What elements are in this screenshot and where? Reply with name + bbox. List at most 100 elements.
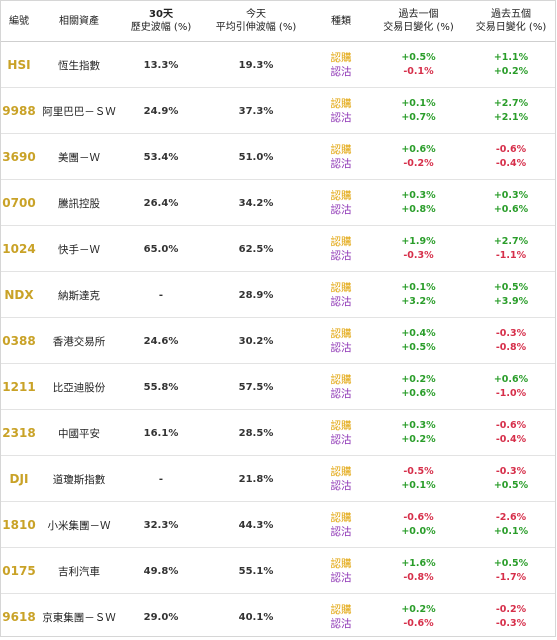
bear-label: 認沽 bbox=[330, 572, 352, 584]
bull-1d-change: -0.6% bbox=[403, 512, 434, 523]
row-code-cell: 9988 bbox=[1, 88, 37, 134]
asset-code[interactable]: 3690 bbox=[2, 150, 36, 164]
row-type-cell: 認購 認沽 bbox=[311, 410, 371, 456]
row-5d-cell: -0.2% -0.3% bbox=[466, 594, 556, 640]
row-type-cell: 認購 認沽 bbox=[311, 548, 371, 594]
row-iv-cell: 55.1% bbox=[201, 548, 311, 594]
header-type-label: 種類 bbox=[331, 15, 351, 27]
header-type: 種類 bbox=[311, 1, 371, 41]
table-row: 0388 香港交易所 24.6% 30.2% 認購 認沽 +0.4% +0.5% -0.3% -0… bbox=[1, 318, 555, 364]
row-iv-cell: 44.3% bbox=[201, 502, 311, 548]
header-asset: 相關資產 bbox=[37, 1, 121, 41]
row-code-cell: 1211 bbox=[1, 364, 37, 410]
asset-name: 騰訊控股 bbox=[58, 197, 100, 210]
implied-volatility: 30.2% bbox=[238, 335, 274, 347]
bull-label: 認購 bbox=[330, 466, 352, 478]
row-hv-cell: 16.1% bbox=[121, 410, 201, 456]
bull-1d-change: +0.2% bbox=[401, 374, 436, 385]
row-iv-cell: 21.8% bbox=[201, 456, 311, 502]
bear-label: 認沽 bbox=[330, 342, 352, 354]
asset-code[interactable]: 0700 bbox=[2, 196, 36, 210]
row-code-cell: 9618 bbox=[1, 594, 37, 640]
bull-label: 認購 bbox=[330, 374, 352, 386]
row-5d-cell: -0.3% +0.5% bbox=[466, 456, 556, 502]
row-name-cell: 京東集團－ＳＷ bbox=[37, 594, 121, 640]
header-iv-line1: 今天 bbox=[246, 9, 266, 20]
row-name-cell: 美團－Ｗ bbox=[37, 134, 121, 180]
asset-code[interactable]: 0388 bbox=[2, 334, 36, 348]
row-code-cell: NDX bbox=[1, 272, 37, 318]
bull-1d-change: +0.1% bbox=[401, 98, 436, 109]
asset-code[interactable]: 1810 bbox=[2, 518, 36, 532]
asset-code[interactable]: 2318 bbox=[2, 426, 36, 440]
bull-5d-change: +0.6% bbox=[493, 374, 529, 385]
row-code-cell: DJI bbox=[1, 456, 37, 502]
asset-code[interactable]: 9618 bbox=[2, 610, 36, 624]
bear-label: 認沽 bbox=[330, 66, 352, 78]
implied-volatility: 51.0% bbox=[238, 151, 274, 163]
bull-5d-change: -0.6% bbox=[495, 144, 527, 155]
bear-5d-change: -0.4% bbox=[495, 158, 527, 169]
asset-name: 中國平安 bbox=[58, 427, 100, 440]
table-row: HSI 恆生指數 13.3% 19.3% 認購 認沽 +0.5% -0.1% +1.1% +0.2… bbox=[1, 42, 555, 88]
bear-1d-change: +0.6% bbox=[401, 388, 436, 399]
bull-1d-change: +0.1% bbox=[401, 282, 436, 293]
historical-volatility: 49.8% bbox=[143, 565, 179, 577]
bull-label: 認購 bbox=[330, 236, 352, 248]
row-name-cell: 比亞迪股份 bbox=[37, 364, 121, 410]
row-code-cell: 2318 bbox=[1, 410, 37, 456]
row-5d-cell: +0.6% -1.0% bbox=[466, 364, 556, 410]
asset-code[interactable]: 1024 bbox=[2, 242, 36, 256]
bear-5d-change: -0.8% bbox=[495, 342, 527, 353]
row-type-cell: 認購 認沽 bbox=[311, 180, 371, 226]
row-type-cell: 認購 認沽 bbox=[311, 318, 371, 364]
bear-label: 認沽 bbox=[330, 296, 352, 308]
row-type-cell: 認購 認沽 bbox=[311, 364, 371, 410]
bear-1d-change: +0.5% bbox=[401, 342, 436, 353]
asset-code[interactable]: NDX bbox=[4, 288, 34, 302]
row-code-cell: 3690 bbox=[1, 134, 37, 180]
row-hv-cell: 49.8% bbox=[121, 548, 201, 594]
row-5d-cell: +2.7% +2.1% bbox=[466, 88, 556, 134]
row-name-cell: 小米集團－Ｗ bbox=[37, 502, 121, 548]
row-1d-cell: -0.5% +0.1% bbox=[371, 456, 466, 502]
asset-code[interactable]: 1211 bbox=[2, 380, 36, 394]
bear-1d-change: -0.3% bbox=[403, 250, 434, 261]
header-asset-label: 相關資產 bbox=[59, 15, 99, 27]
header-5d-change: 過去五個 交易日變化 (%) bbox=[466, 1, 556, 41]
bull-1d-change: +0.3% bbox=[401, 190, 436, 201]
asset-code[interactable]: DJI bbox=[9, 472, 29, 486]
bull-1d-change: +0.6% bbox=[401, 144, 436, 155]
bull-1d-change: +0.4% bbox=[401, 328, 436, 339]
row-5d-cell: -0.6% -0.4% bbox=[466, 134, 556, 180]
table-row: 2318 中國平安 16.1% 28.5% 認購 認沽 +0.3% +0.2% -0.6% -0.… bbox=[1, 410, 555, 456]
bear-1d-change: +0.1% bbox=[401, 480, 436, 491]
header-iv: 今天 平均引伸波幅 (%) bbox=[201, 1, 311, 41]
asset-code[interactable]: 0175 bbox=[2, 564, 36, 578]
header-code-label: 編號 bbox=[9, 15, 29, 27]
implied-volatility: 62.5% bbox=[238, 243, 274, 255]
row-name-cell: 中國平安 bbox=[37, 410, 121, 456]
asset-code[interactable]: HSI bbox=[7, 58, 31, 72]
row-name-cell: 納斯達克 bbox=[37, 272, 121, 318]
header-5d-line1: 過去五個 bbox=[491, 9, 531, 20]
row-iv-cell: 28.9% bbox=[201, 272, 311, 318]
row-hv-cell: 26.4% bbox=[121, 180, 201, 226]
row-name-cell: 騰訊控股 bbox=[37, 180, 121, 226]
bull-1d-change: +0.2% bbox=[401, 604, 436, 615]
row-1d-cell: +0.1% +3.2% bbox=[371, 272, 466, 318]
table-row: 3690 美團－Ｗ 53.4% 51.0% 認購 認沽 +0.6% -0.2% -0.6% -0.… bbox=[1, 134, 555, 180]
historical-volatility: 65.0% bbox=[143, 243, 179, 255]
bull-1d-change: +1.6% bbox=[401, 558, 436, 569]
row-1d-cell: -0.6% +0.0% bbox=[371, 502, 466, 548]
row-5d-cell: -0.3% -0.8% bbox=[466, 318, 556, 364]
row-iv-cell: 34.2% bbox=[201, 180, 311, 226]
asset-code[interactable]: 9988 bbox=[2, 104, 36, 118]
historical-volatility: 13.3% bbox=[143, 59, 179, 71]
bear-label: 認沽 bbox=[330, 112, 352, 124]
row-name-cell: 阿里巴巴－ＳＷ bbox=[37, 88, 121, 134]
implied-volatility: 57.5% bbox=[238, 381, 274, 393]
row-type-cell: 認購 認沽 bbox=[311, 456, 371, 502]
bear-5d-change: +0.1% bbox=[493, 526, 529, 537]
implied-volatility: 37.3% bbox=[238, 105, 274, 117]
